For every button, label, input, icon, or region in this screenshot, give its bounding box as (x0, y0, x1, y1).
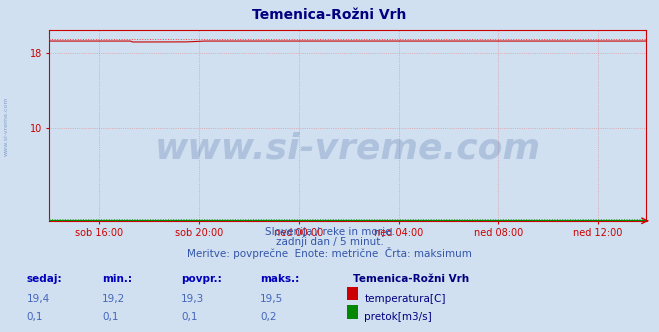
Text: 0,2: 0,2 (260, 312, 277, 322)
Text: 19,2: 19,2 (102, 294, 125, 304)
Text: 0,1: 0,1 (26, 312, 43, 322)
Text: pretok[m3/s]: pretok[m3/s] (364, 312, 432, 322)
Text: 19,3: 19,3 (181, 294, 204, 304)
Text: Slovenija / reke in morje.: Slovenija / reke in morje. (264, 227, 395, 237)
Text: povpr.:: povpr.: (181, 274, 222, 284)
Text: 19,5: 19,5 (260, 294, 283, 304)
Text: sedaj:: sedaj: (26, 274, 62, 284)
Text: zadnji dan / 5 minut.: zadnji dan / 5 minut. (275, 237, 384, 247)
Text: Temenica-Rožni Vrh: Temenica-Rožni Vrh (252, 8, 407, 22)
Text: temperatura[C]: temperatura[C] (364, 294, 446, 304)
Text: Meritve: povprečne  Enote: metrične  Črta: maksimum: Meritve: povprečne Enote: metrične Črta:… (187, 247, 472, 259)
Text: www.si-vreme.com: www.si-vreme.com (155, 131, 540, 165)
Text: min.:: min.: (102, 274, 132, 284)
Text: 0,1: 0,1 (181, 312, 198, 322)
Text: 19,4: 19,4 (26, 294, 49, 304)
Text: maks.:: maks.: (260, 274, 300, 284)
Text: www.si-vreme.com: www.si-vreme.com (4, 96, 9, 156)
Text: 0,1: 0,1 (102, 312, 119, 322)
Text: Temenica-Rožni Vrh: Temenica-Rožni Vrh (353, 274, 469, 284)
